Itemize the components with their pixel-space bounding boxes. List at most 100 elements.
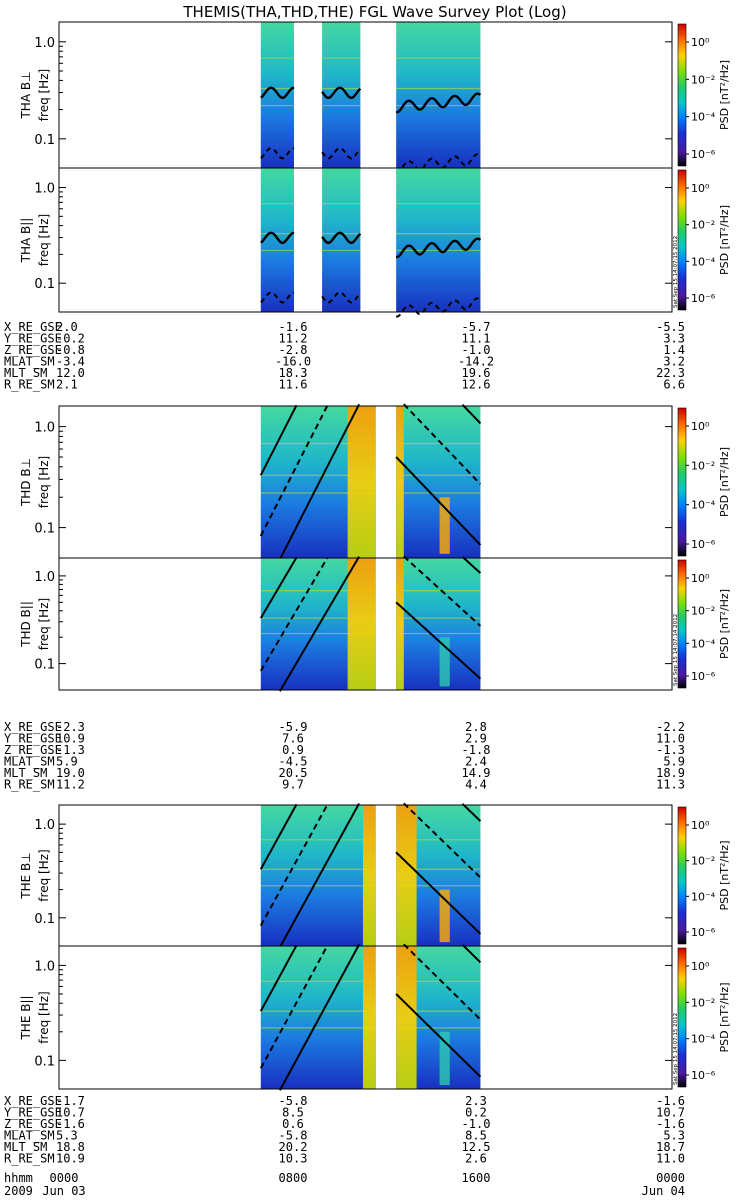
orbit-value: 22.3 (656, 366, 685, 380)
date-label-start: Jun 03 (42, 1184, 85, 1198)
orbit-value: 0.9 (282, 743, 304, 757)
orbit-value: -1.3 (656, 743, 685, 757)
orbit-value: -1.6 (56, 1117, 85, 1131)
colorbar (677, 947, 687, 1088)
colorbar-tick-label: 10⁰ (691, 572, 710, 585)
panel-label: THE B|| (19, 995, 33, 1040)
colorbar-tick-label: 10⁻² (691, 996, 715, 1009)
orbit-value: 0.2 (465, 1106, 487, 1120)
orbit-value: 18.3 (279, 366, 308, 380)
high-power-band (396, 406, 404, 558)
gyro-frequency-curve (461, 556, 482, 574)
orbit-row-label: MLAT_SM (4, 755, 55, 769)
high-power-band (396, 805, 417, 946)
gyro-frequency-curve (396, 237, 482, 259)
high-power-band (347, 406, 376, 558)
gyro-harmonic-curve (321, 147, 362, 160)
gyro-frequency-curve (259, 404, 298, 476)
colorbar-label: PSD [nT²/Hz] (718, 60, 731, 130)
colorbar-tick-label: 10⁻² (691, 459, 715, 472)
colorbar-tick-label: 10⁰ (691, 420, 710, 433)
y-tick-label: 1.0 (34, 959, 55, 974)
orbit-value: 19.0 (56, 766, 85, 780)
freq-axis-label: freq [Hz] (37, 456, 51, 508)
panel-label: THD B|| (19, 601, 33, 648)
orbit-value: 6.6 (663, 378, 685, 392)
emic-burst (439, 497, 450, 554)
spectrogram-data-block (260, 805, 376, 946)
colorbar-tick-label: 10⁻⁶ (691, 1069, 716, 1082)
gyro-frequency-curve (395, 601, 482, 680)
orbit-value: 11.2 (279, 332, 308, 346)
orbit-value: -2.8 (279, 343, 308, 357)
colorbar-tick-label: 10⁰ (691, 182, 710, 195)
orbit-value: 12.0 (56, 366, 85, 380)
spectrogram-panel: 1.0 0.1 freq [Hz] THA B⊥ 10⁰ 10⁻² 10⁻⁴ 10⁻⁶ PSD … (19, 21, 731, 174)
orbit-value: 5.9 (663, 755, 685, 769)
y-tick-label: 0.1 (34, 522, 55, 537)
orbit-value: 18.9 (656, 766, 685, 780)
spectrogram-panel: 1.0 0.1 freq [Hz] THD B⊥ 10⁰ 10⁻² 10⁻⁴ 10⁻⁶ PSD … (19, 403, 731, 560)
orbit-row-label: MLT_SM (4, 366, 47, 380)
orbit-value: 5.3 (56, 1129, 78, 1143)
y-tick-label: 0.1 (34, 912, 55, 927)
gyro-harmonic-curve (396, 153, 481, 174)
colorbar-label: PSD [nT²/Hz] (718, 840, 731, 910)
orbit-value: 10.9 (56, 732, 85, 746)
colorbar-label: PSD [nT²/Hz] (718, 982, 731, 1052)
spectrogram-panel: 1.0 0.1 freq [Hz] THD B|| 10⁰ 10⁻² 10⁻⁴ 10⁻⁶PSD… (19, 555, 731, 692)
orbit-value: 18.7 (656, 1140, 685, 1154)
spectrogram-data-block (396, 406, 481, 558)
spectrogram-panel: 1.0 0.1 freq [Hz] THE B|| 10⁰ 10⁻² 10⁻⁴ 10⁻⁶ PSD… (19, 943, 731, 1091)
orbit-value: 18.8 (56, 1140, 85, 1154)
orbit-value: 10.7 (656, 1106, 685, 1120)
orbit-row-label: MLT_SM (4, 1140, 47, 1154)
emic-burst (439, 889, 450, 943)
time-axis: hhmm 2009 0000 0800 1600 0000 Jun 03 Jun… (4, 1171, 685, 1198)
gyro-frequency-curve (259, 556, 298, 619)
orbit-value: -2.3 (56, 720, 85, 734)
orbit-value: -1.7 (56, 1094, 85, 1108)
orbit-value: -1.0 (462, 1117, 491, 1131)
y-tick-label: 1.0 (34, 36, 55, 51)
orbit-row-label: MLAT_SM (4, 1129, 55, 1143)
colorbar-tick-label: 10⁰ (691, 960, 710, 973)
colorbar-tick-label: 10⁻² (691, 219, 715, 232)
gyro-frequency-curve (259, 803, 298, 870)
orbit-row-label: X_RE_GSE (4, 1094, 62, 1108)
y-tick-label: 0.1 (34, 133, 55, 148)
orbit-value: 11.2 (56, 778, 85, 792)
orbit-row-label: R_RE_SM (4, 778, 55, 792)
gyro-frequency-curve (395, 851, 482, 935)
gyro-frequency-curve (279, 403, 360, 560)
orbit-value: 1.4 (663, 343, 685, 357)
orbit-value: -5.9 (279, 720, 308, 734)
orbit-value: 11.3 (656, 778, 685, 792)
spectrogram-panel: 1.0 0.1 freq [Hz] THE B⊥ 10⁰ 10⁻² 10⁻⁴ 10⁻⁶ PSD … (19, 802, 731, 948)
figure-title: THEMIS(THA,THD,THE) FGL Wave Survey Plot… (182, 3, 566, 21)
orbit-value: 19.6 (462, 366, 491, 380)
colorbar (677, 23, 687, 167)
colorbar-tick-label: 10⁻² (691, 855, 715, 868)
colorbar-label: PSD [nT²/Hz] (718, 447, 731, 517)
orbit-value: 8.5 (282, 1106, 304, 1120)
gyro-frequency-curve (259, 945, 329, 1069)
time-tick-label: 0000 (656, 1171, 685, 1185)
panel-label: THA B|| (19, 218, 33, 264)
gyro-frequency-curve (279, 943, 360, 1091)
orbit-row-label: R_RE_SM (4, 378, 55, 392)
gyro-frequency-curve (260, 86, 295, 100)
colorbar-tick-label: 10⁻⁴ (691, 111, 716, 124)
gyro-frequency-curve (403, 555, 482, 627)
high-power-band (362, 805, 376, 946)
emic-burst (439, 1031, 450, 1086)
colorbar-tick-label: 10⁻⁶ (691, 148, 716, 161)
orbit-value: 4.4 (465, 778, 487, 792)
colorbar-tick-label: 10⁻⁴ (691, 1033, 716, 1046)
freq-axis-label: freq [Hz] (37, 598, 51, 650)
